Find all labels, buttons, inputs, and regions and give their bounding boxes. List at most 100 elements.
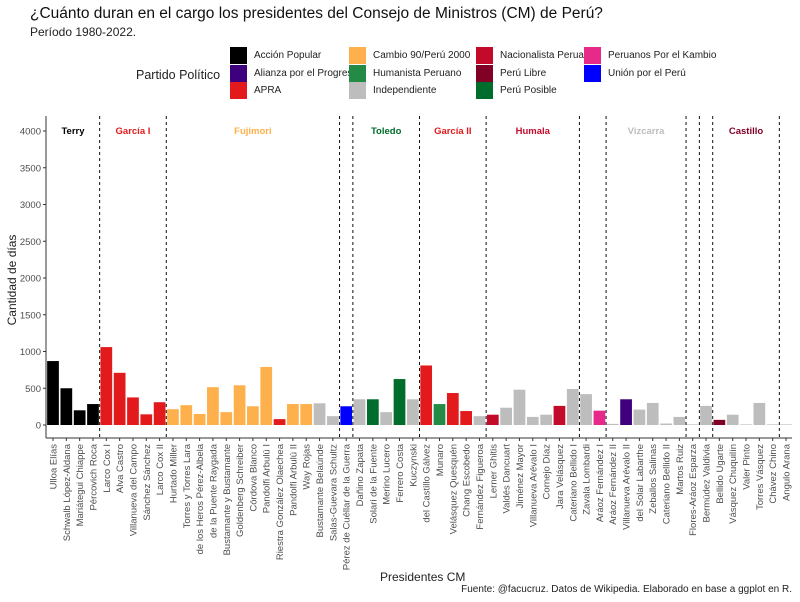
legend-label: Cambio 90/Perú 2000 xyxy=(373,50,471,61)
x-tick-label: Zeballos Salinas xyxy=(648,444,659,514)
x-tick-label: Solari de la Fuente xyxy=(368,444,379,524)
bar xyxy=(340,406,353,425)
legend-item: Acción Popular xyxy=(230,47,321,64)
y-tick-label: 1000 xyxy=(20,347,41,358)
x-tick-label: Torres y Torres Lara xyxy=(182,443,193,528)
legend-key xyxy=(584,64,601,82)
y-tick-label: 4000 xyxy=(20,127,41,138)
legend-label: Acción Popular xyxy=(254,50,322,61)
legend-key xyxy=(230,47,247,64)
bar xyxy=(60,388,73,425)
bar xyxy=(207,387,219,425)
legend-key xyxy=(349,82,366,99)
bar xyxy=(287,404,299,425)
bar xyxy=(247,406,259,425)
legend-label: Perú Posible xyxy=(500,85,557,96)
bar xyxy=(540,414,552,425)
bar xyxy=(740,424,752,425)
x-tick-label: Schwalb López-Aldana xyxy=(62,443,73,541)
bar xyxy=(300,404,313,425)
x-tick-label: Villanueva Arévalo I xyxy=(528,444,539,527)
x-tick-label: Bermúdez Valdivia xyxy=(702,443,713,522)
legend-label: APRA xyxy=(254,85,282,96)
bar xyxy=(553,405,566,425)
x-tick-label: Hurtado Miller xyxy=(168,444,179,503)
bar xyxy=(260,366,273,425)
bar xyxy=(660,423,672,425)
legend-label: Independiente xyxy=(373,85,437,96)
legend-item: Unión por el Perú xyxy=(584,64,686,82)
legend-item: Nacionalista Peruano xyxy=(476,47,595,64)
legend-item: Humanista Peruano xyxy=(349,64,461,82)
bar xyxy=(593,410,606,425)
legend-key xyxy=(349,64,366,82)
x-tick-label: Flores-Aráoz Esparza xyxy=(688,443,699,536)
legend-item: Perú Posible xyxy=(476,82,557,99)
bar xyxy=(180,405,193,425)
x-tick-label: Angulo Arana xyxy=(782,443,793,501)
bar xyxy=(646,402,659,425)
x-tick-label: Velásquez Quesquén xyxy=(448,444,459,534)
x-tick-label: Ulloa Elías xyxy=(49,444,60,490)
x-tick-label: Kuczynski xyxy=(408,444,419,487)
period-label: Vizcarra xyxy=(628,126,666,137)
bar xyxy=(233,385,246,425)
y-tick-label: 3000 xyxy=(20,200,41,211)
bar xyxy=(566,388,579,425)
legend-item: Cambio 90/Perú 2000 xyxy=(349,47,470,64)
y-tick-label: 3500 xyxy=(20,163,41,174)
x-tick-label: Pérez de Cuéllar de la Guerra xyxy=(342,443,353,570)
period-label: García I xyxy=(116,126,151,137)
bar xyxy=(193,413,206,425)
bar xyxy=(380,412,393,425)
bar xyxy=(353,399,366,425)
bar xyxy=(47,361,59,425)
bar xyxy=(313,403,326,425)
period-label: Humala xyxy=(516,126,551,137)
x-tick-label: Dañino Zapata xyxy=(355,443,366,506)
bar xyxy=(713,419,726,425)
x-tick-label: Chang Escobedo xyxy=(462,444,473,517)
bar xyxy=(446,393,459,425)
legend-item: Alianza por el Progreso xyxy=(230,64,358,82)
bar xyxy=(73,410,86,425)
x-tick-label: Munaro xyxy=(435,444,446,476)
x-tick-label: de la Puente Raygada xyxy=(208,443,219,538)
bar xyxy=(486,414,499,425)
legend-item: APRA xyxy=(230,82,281,99)
bar xyxy=(113,372,126,425)
x-tick-label: Chávez Chino xyxy=(768,444,779,504)
x-tick-label: Torres Vásquez xyxy=(755,444,766,510)
y-tick-label: 2500 xyxy=(20,237,41,248)
legend-title: Partido Político xyxy=(136,68,221,82)
legend-key xyxy=(476,47,493,64)
x-tick-label: Goldenberg Schreiber xyxy=(235,444,246,537)
x-tick-label: Pandolfi Arbulú II xyxy=(288,444,299,516)
bar xyxy=(753,402,766,425)
legend-item: Independiente xyxy=(349,82,436,99)
x-tick-label: Zavala Lombardi xyxy=(582,444,593,515)
x-tick-label: Bellido Ugarte xyxy=(715,444,726,504)
x-tick-label: Salas-Guevara Schultz xyxy=(328,444,339,541)
period-label: Castillo xyxy=(729,126,764,137)
bar xyxy=(393,379,406,425)
chart-caption: Fuente: @facucruz. Datos de Wikipedia. E… xyxy=(461,584,792,595)
x-tick-label: Larco Cox II xyxy=(155,444,166,495)
bar xyxy=(127,397,139,425)
x-tick-label: Jara Velásquez xyxy=(555,444,566,509)
bar xyxy=(406,399,419,425)
bar xyxy=(526,416,539,425)
x-tick-label: Villanueva Arévalo II xyxy=(622,444,633,530)
x-tick-label: Jiménez Mayor xyxy=(515,444,526,508)
chart-title: ¿Cuánto duran en el cargo los presidente… xyxy=(30,5,603,22)
legend-key xyxy=(584,47,601,64)
bar xyxy=(220,412,233,425)
x-tick-label: Vásquez Chuquilín xyxy=(728,444,739,524)
bar xyxy=(273,419,286,425)
y-tick-label: 0 xyxy=(36,421,41,432)
period-label: Terry xyxy=(61,126,85,137)
bar xyxy=(87,404,99,425)
legend-key xyxy=(230,82,247,99)
bar xyxy=(726,414,739,425)
